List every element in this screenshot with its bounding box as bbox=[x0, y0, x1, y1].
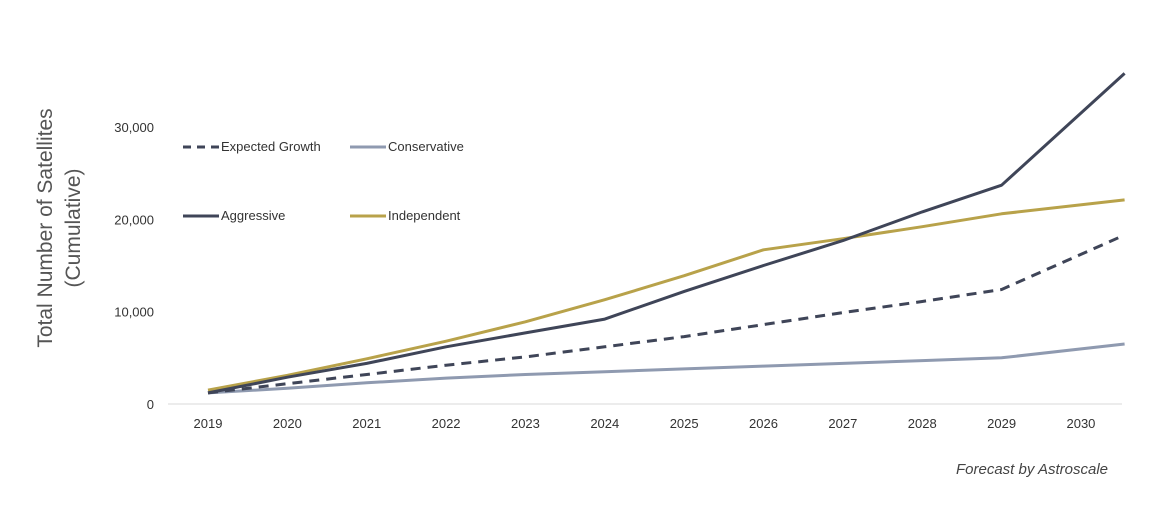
legend-label: Expected Growth bbox=[221, 139, 321, 154]
y-axis-title-line-2: (Cumulative) bbox=[62, 168, 85, 287]
series-line-conservative bbox=[207, 342, 1125, 395]
source-note: Forecast by Astroscale bbox=[956, 461, 1108, 478]
series-lines bbox=[207, 72, 1126, 395]
series-line-aggressive bbox=[207, 72, 1126, 395]
x-tick-label: 2023 bbox=[511, 416, 540, 431]
x-tick-label: 2025 bbox=[670, 416, 699, 431]
series-line-independent bbox=[207, 198, 1125, 392]
x-tick-labels: 2019 2020 2021 2022 2023 2024 2025 2026 2027 2028… bbox=[194, 416, 1096, 431]
legend-label: Conservative bbox=[388, 139, 464, 154]
legend-label: Aggressive bbox=[221, 208, 285, 223]
y-tick-labels: 0 10,000 20,000 30,000 bbox=[114, 120, 154, 412]
y-tick-label: 10,000 bbox=[114, 305, 154, 320]
x-tick-label: 2030 bbox=[1066, 416, 1095, 431]
x-tick-label: 2020 bbox=[273, 416, 302, 431]
legend-label: Independent bbox=[388, 208, 461, 223]
legend: Expected Growth Conservative Aggressive Ind… bbox=[183, 139, 464, 223]
x-tick-label: 2019 bbox=[194, 416, 223, 431]
x-tick-label: 2026 bbox=[749, 416, 778, 431]
y-tick-label: 20,000 bbox=[114, 212, 154, 227]
y-tick-label: 0 bbox=[147, 397, 154, 412]
x-tick-label: 2024 bbox=[590, 416, 619, 431]
y-axis-title-line-1: Total Number of Satellites bbox=[34, 108, 57, 347]
x-tick-label: 2021 bbox=[352, 416, 381, 431]
x-tick-label: 2027 bbox=[828, 416, 857, 431]
x-tick-label: 2022 bbox=[432, 416, 461, 431]
x-tick-label: 2028 bbox=[908, 416, 937, 431]
x-tick-label: 2029 bbox=[987, 416, 1016, 431]
series-line-expected-growth bbox=[207, 233, 1126, 395]
y-tick-label: 30,000 bbox=[114, 120, 154, 135]
